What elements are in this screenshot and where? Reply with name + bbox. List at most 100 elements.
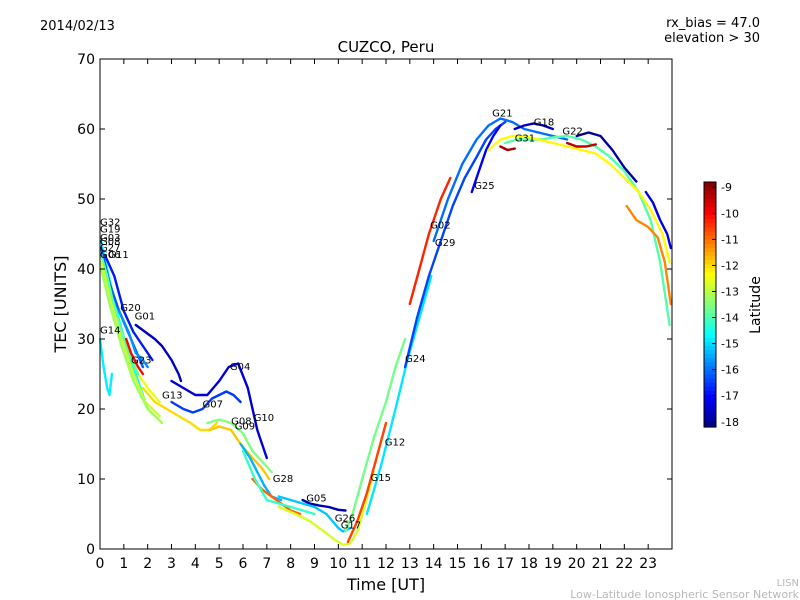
x-tick-label: 10 xyxy=(329,556,347,572)
colorbar-segment xyxy=(704,422,716,428)
colorbar-segment xyxy=(704,312,716,318)
colorbar-segment xyxy=(704,280,716,285)
satellite-label-g09: G09 xyxy=(235,421,255,432)
colorbar-segment xyxy=(704,247,716,253)
series-line-g18 xyxy=(513,122,554,131)
footer-org-short: LISN xyxy=(777,578,799,589)
satellite-label-g10: G10 xyxy=(254,413,274,424)
x-tick-label: 18 xyxy=(520,556,538,572)
series-line-g22 xyxy=(487,134,671,264)
series-line-g17 xyxy=(277,470,376,546)
colorbar-segment xyxy=(704,406,716,412)
y-tick-label: 50 xyxy=(77,192,95,208)
colorbar-segment xyxy=(704,365,716,371)
colorbar-segment xyxy=(704,361,716,367)
y-tick-label: 60 xyxy=(77,122,95,138)
series-line-g02 xyxy=(408,176,452,306)
series-line-g29 xyxy=(403,120,507,369)
x-tick-label: 21 xyxy=(592,556,610,572)
colorbar-segment xyxy=(704,182,716,187)
colorbar-segment xyxy=(704,333,716,338)
colorbar-segment xyxy=(704,275,716,281)
colorbar-segment xyxy=(704,398,716,404)
colorbar-segment xyxy=(704,186,716,191)
colorbar-segment xyxy=(704,190,716,195)
colorbar-tick-label: -15 xyxy=(721,338,739,351)
series-line-track-34 xyxy=(565,141,597,148)
colorbar-segment xyxy=(704,251,716,257)
satellite-label-g02: G02 xyxy=(430,220,450,231)
colorbar-segment xyxy=(704,316,716,322)
series-line-g11 xyxy=(103,253,154,362)
x-tick-label: 20 xyxy=(568,556,586,572)
colorbar-segment xyxy=(704,218,716,224)
series-line-g23 xyxy=(125,337,145,376)
elevation-label: elevation > 30 xyxy=(664,31,760,46)
series-line-g24 xyxy=(365,274,433,516)
y-tick-label: 40 xyxy=(77,262,95,278)
colorbar-segment xyxy=(704,320,716,326)
colorbar-segment xyxy=(704,202,716,208)
colorbar-tick-label: -12 xyxy=(721,259,739,272)
satellite-label-g13: G13 xyxy=(162,391,182,402)
series-line-g14 xyxy=(98,337,114,397)
series-line-g12 xyxy=(346,421,388,544)
colorbar-segment xyxy=(704,226,716,232)
colorbar-segment xyxy=(704,390,716,395)
colorbar-tick-label: -10 xyxy=(721,207,739,220)
colorbar-frame xyxy=(703,181,717,428)
colorbar-segment xyxy=(704,308,716,314)
x-tick-label: 19 xyxy=(544,556,562,572)
colorbar-tick-label: -17 xyxy=(721,390,739,403)
series-line-g08 xyxy=(206,418,273,474)
colorbar-segment xyxy=(704,231,716,236)
series-line-g01 xyxy=(134,323,183,383)
x-tick-label: 23 xyxy=(639,556,657,572)
colorbar-segment xyxy=(704,353,716,359)
colorbar-segment xyxy=(704,357,716,363)
y-tick-label: 70 xyxy=(77,52,95,68)
colorbar-segment xyxy=(704,210,716,216)
series-line-g15 xyxy=(344,337,407,533)
satellite-label-g05: G05 xyxy=(306,493,326,504)
colorbar-segment xyxy=(704,271,716,277)
colorbar-segment xyxy=(704,345,716,351)
x-axis-label: Time [UT] xyxy=(346,575,425,594)
satellite-label-g20: G20 xyxy=(120,303,140,314)
colorbar-tick-label: -18 xyxy=(721,416,739,429)
colorbar-segment xyxy=(704,214,716,220)
series-line-g25 xyxy=(470,124,502,194)
x-axis: 0 1 2 3 4 5 6 7 8 9 10 11 12 13 14 15 16 17 18 19 20 21 22 23 xyxy=(96,59,657,572)
x-tick-label: 3 xyxy=(167,556,176,572)
series-line-g05 xyxy=(301,498,347,512)
rx-bias-label: rx_bias = 47.0 xyxy=(666,16,760,31)
series-line-track-35 xyxy=(499,145,516,152)
satellite-label-g27: G27 xyxy=(100,243,120,254)
x-tick-label: 13 xyxy=(401,556,419,572)
satellite-label-g04: G04 xyxy=(230,362,250,373)
x-tick-label: 4 xyxy=(191,556,200,572)
colorbar-segment xyxy=(704,259,716,265)
satellite-label-g23: G23 xyxy=(131,356,151,367)
series-line-g27 xyxy=(100,260,161,418)
satellite-label-g14: G14 xyxy=(100,325,120,336)
colorbar-segment xyxy=(704,378,716,383)
colorbar-segment xyxy=(704,198,716,204)
satellite-label-g06: G06 xyxy=(100,250,120,261)
y-axis-label: TEC [UNITS] xyxy=(51,256,70,354)
x-tick-label: 14 xyxy=(425,556,443,572)
series-line-g09 xyxy=(208,425,271,481)
colorbar-segment xyxy=(704,418,716,424)
satellite-label-g29: G29 xyxy=(435,238,455,249)
colorbar-tick-label: -14 xyxy=(721,312,739,325)
satellite-label-g15: G15 xyxy=(371,473,391,484)
x-tick-label: 1 xyxy=(119,556,128,572)
satellite-label-g08: G08 xyxy=(231,416,251,427)
satellite-label-g32: G32 xyxy=(100,218,120,229)
series-line-track-36 xyxy=(241,449,316,516)
chart-title: CUZCO, Peru xyxy=(338,38,435,56)
x-tick-label: 2 xyxy=(143,556,152,572)
x-tick-label: 17 xyxy=(496,556,514,572)
colorbar-tick-label: -11 xyxy=(721,233,739,246)
